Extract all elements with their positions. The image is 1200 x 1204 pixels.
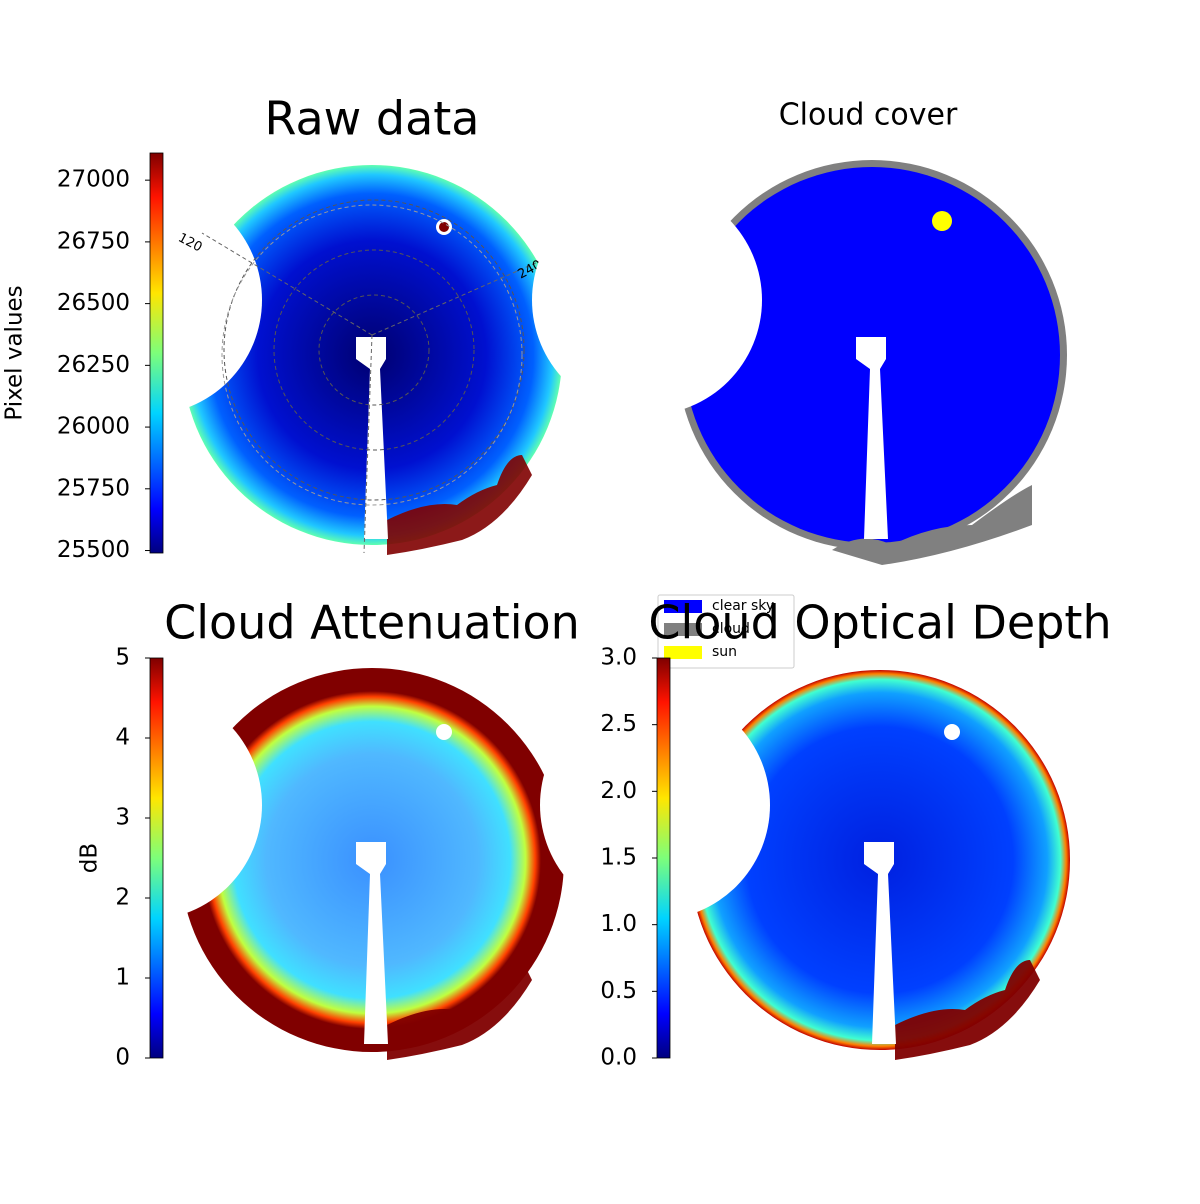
colorbar [149,657,164,1059]
legend-swatch [664,600,702,613]
mask [32,185,262,415]
legend-label: clear sky [712,598,774,614]
panel-title: Cloud Optical Depth [648,596,1111,650]
colorbar-tick-label: 5 [115,645,130,671]
panel-title: Cloud Attenuation [164,596,580,650]
colorbar-tick-label: 3 [115,805,130,831]
bright-region [387,455,532,555]
colorbar-tick-label: 27000 [57,167,130,193]
colorbar-label: Pixel values [2,285,28,420]
colorbar-tick-label: 25500 [57,537,130,563]
sky-image [32,668,564,1060]
colorbar-tick-label: 2.5 [600,711,637,737]
colorbar-tick-label: 1 [115,965,130,991]
sky-image [540,670,1070,1060]
mast [856,337,888,539]
colorbar-tick-label: 3.0 [600,645,637,671]
colorbar-tick-label: 26250 [57,352,130,378]
legend-swatch [664,646,702,659]
polar-circle [221,204,523,506]
colorbar-tick-label: 1.0 [600,911,637,937]
colorbar-tick-label: 2.0 [600,778,637,804]
colorbar-tick-label: 26500 [57,290,130,316]
sun [932,211,952,231]
mast [356,337,388,539]
polar-circle [223,199,525,501]
colorbar-tick-label: 26000 [57,414,130,440]
mask [32,690,262,920]
legend-swatch [664,623,702,636]
colorbar [656,657,671,1059]
sky-image [532,160,1067,565]
mask [540,690,770,920]
sun [947,727,957,737]
colorbar-tick-label: 0.0 [600,1045,637,1071]
polar-grid [201,199,573,554]
mask [532,185,762,415]
colorbar-tick-label: 2 [115,885,130,911]
panel-title: Cloud cover [779,98,958,133]
colorbar-tick-label: 0.5 [600,978,637,1004]
panel-title: Raw data [265,92,480,146]
colorbar [149,152,164,554]
colorbar-label: dB [77,843,103,873]
polar-circle [318,294,430,406]
polar-circle [273,249,475,451]
sun [439,222,449,232]
colorbar-tick-label: 1.5 [600,845,637,871]
polar-axis [363,334,373,554]
bright-region [387,960,532,1060]
colorbar-tick-label: 4 [115,725,130,751]
colorbar-tick-label: 26750 [57,228,130,254]
legend-label: sun [712,644,737,660]
bright-region [895,960,1040,1060]
mast [356,842,388,1044]
sun [439,727,449,737]
polar-axis [201,232,373,336]
colorbar-tick-label: 0 [115,1045,130,1071]
cloud-region [832,485,1032,565]
colorbar-tick-label: 25750 [57,475,130,501]
legend-label: cloud [712,621,750,637]
sky-image [32,165,573,555]
mast [864,842,896,1044]
